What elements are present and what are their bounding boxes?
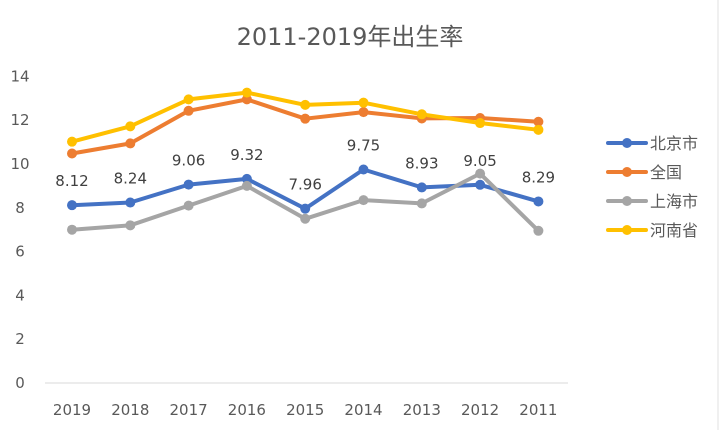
y-tick-label: 12 [10, 111, 29, 129]
data-label: 8.93 [405, 154, 438, 172]
legend-swatch-marker [622, 167, 632, 177]
data-point [416, 182, 427, 193]
data-label: 9.75 [347, 136, 380, 154]
data-labels: 8.12 8.24 9.06 9.32 7.96 9.75 8.93 9.05 8.29 [55, 136, 555, 193]
data-label: 9.05 [463, 152, 496, 170]
y-tick-label: 0 [15, 374, 25, 392]
data-point [125, 197, 136, 208]
data-label: 9.32 [230, 146, 263, 164]
data-point [241, 180, 252, 191]
data-label: 7.96 [288, 176, 321, 194]
data-point [533, 116, 544, 127]
data-point [125, 138, 136, 149]
y-tick-label: 10 [10, 155, 29, 173]
data-point [67, 224, 77, 235]
data-label: 8.12 [55, 172, 88, 190]
data-point [358, 195, 369, 206]
data-label: 8.24 [114, 170, 147, 188]
legend-swatch-marker [622, 196, 632, 206]
legend-item: 河南省 [606, 221, 698, 240]
x-tick-label: 2016 [228, 401, 266, 419]
y-tick-label: 4 [15, 286, 25, 304]
data-point [300, 203, 311, 214]
series-points [67, 87, 544, 236]
data-point [125, 220, 136, 231]
data-point [416, 198, 427, 209]
chart-title: 2011-2019年出生率 [237, 23, 464, 51]
legend-swatch-marker [622, 225, 632, 235]
data-point [533, 196, 544, 207]
data-point [358, 107, 369, 118]
data-point [183, 105, 194, 116]
data-point [183, 94, 194, 105]
x-tick-label: 2013 [403, 401, 441, 419]
x-tick-label: 2017 [170, 401, 208, 419]
x-tick-label: 2019 [53, 401, 91, 419]
data-label: 8.29 [522, 168, 555, 186]
legend-label: 上海市 [650, 192, 698, 211]
legend-item: 北京市 [606, 134, 698, 153]
data-point [300, 113, 311, 124]
data-point [358, 164, 369, 175]
legend-label: 北京市 [650, 134, 698, 153]
data-label: 9.06 [172, 152, 205, 170]
data-point [241, 173, 252, 184]
data-point [475, 168, 486, 179]
y-axis-ticks: 0 2 4 6 8 10 12 14 [10, 67, 29, 392]
data-point [67, 200, 77, 211]
legend-label: 全国 [650, 163, 682, 182]
data-point [358, 97, 369, 108]
x-tick-label: 2011 [519, 401, 557, 419]
legend-swatch-marker [622, 138, 632, 148]
legend-label: 河南省 [650, 221, 698, 240]
data-point [475, 118, 486, 129]
data-point [67, 136, 77, 147]
data-point [300, 99, 311, 110]
y-tick-label: 2 [15, 330, 25, 348]
data-point [67, 148, 77, 159]
data-point [416, 109, 427, 120]
x-axis-ticks: 2019 2018 2017 2016 2015 2014 2013 2012 2011 [53, 401, 558, 419]
data-point [533, 124, 544, 135]
y-tick-label: 6 [15, 243, 25, 261]
data-point [475, 179, 486, 190]
data-point [183, 200, 194, 211]
data-point [183, 179, 194, 190]
data-point [300, 213, 311, 224]
data-point [241, 87, 252, 98]
legend-item: 全国 [606, 163, 682, 182]
x-tick-label: 2015 [286, 401, 324, 419]
y-tick-label: 8 [15, 199, 25, 217]
x-tick-label: 2012 [461, 401, 499, 419]
legend-item: 上海市 [606, 192, 698, 211]
x-tick-label: 2018 [111, 401, 149, 419]
y-tick-label: 14 [10, 67, 29, 85]
x-tick-label: 2014 [344, 401, 382, 419]
data-point [125, 121, 136, 132]
data-point [533, 225, 544, 236]
